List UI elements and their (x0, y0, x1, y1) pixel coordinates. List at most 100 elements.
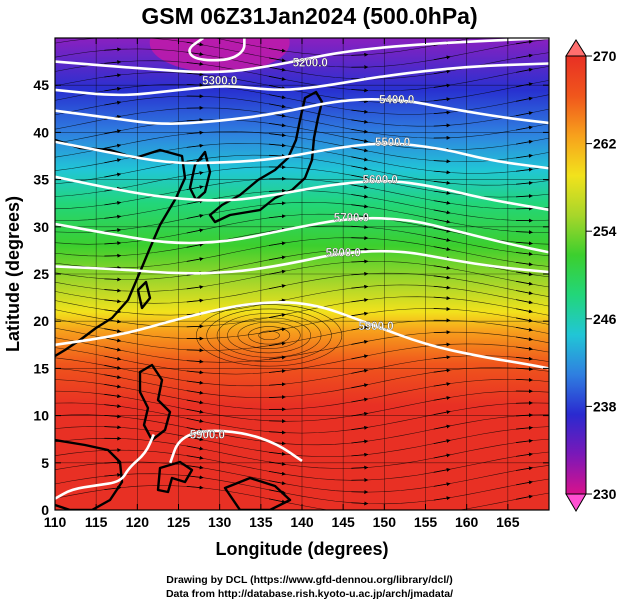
wind-arrow (104, 364, 122, 370)
wind-arrow (433, 296, 451, 301)
wind-arrow (268, 103, 286, 109)
contour-labels: 5200.0 5300.0 5400.0 5500.0 5600.0 5700.0 5800… (190, 57, 415, 441)
wind-arrow (351, 52, 369, 57)
wind-arrow (186, 380, 204, 385)
y-axis: 0 5 10 15 20 25 30 35 40 45 (33, 77, 549, 518)
wind-arrow (104, 472, 122, 477)
wind-arrow (433, 424, 451, 430)
wind-arrow (516, 39, 533, 45)
wind-arrow (186, 445, 204, 451)
wind-arrow (433, 227, 451, 233)
wind-arrow (516, 356, 533, 361)
y-tick-label: 30 (33, 219, 49, 235)
x-tick-label: 120 (126, 514, 150, 530)
wind-arrow (351, 88, 369, 93)
wind-arrow (104, 86, 122, 92)
wind-arrow (104, 393, 122, 399)
wind-arrow (433, 69, 451, 75)
y-tick-label: 25 (33, 266, 49, 282)
wind-arrow (104, 60, 122, 65)
coastline-borneo (55, 438, 124, 510)
contour-label: 5900.0 (359, 321, 394, 333)
x-tick-label: 160 (455, 514, 479, 530)
x-tick-label: 110 (44, 514, 67, 530)
wind-arrow (516, 346, 533, 351)
colorbar-min-triangle (565, 493, 587, 512)
wind-arrow (515, 308, 533, 314)
wind-arrow (515, 466, 533, 471)
wind-arrow (268, 284, 286, 290)
wind-arrow (433, 285, 451, 290)
wind-arrow (515, 53, 533, 59)
wind-arrow (104, 425, 122, 430)
anticyclone-streamline (227, 317, 311, 354)
wind-arrow (433, 342, 451, 347)
wind-arrow (433, 368, 451, 373)
wind-arrow (269, 395, 286, 400)
coastline-japan (208, 90, 324, 224)
wind-arrow (351, 465, 369, 470)
wind-arrow (516, 452, 533, 457)
anticyclone-streamline (216, 313, 322, 358)
wind-arrow (515, 480, 533, 486)
y-tick-label: 10 (33, 408, 49, 424)
wind-arrow (515, 280, 533, 286)
wind-arrow (516, 194, 533, 199)
wind-arrow (351, 383, 369, 389)
wind-arrow (433, 467, 451, 473)
anticyclone-streamline (237, 321, 301, 349)
wind-arrow (104, 337, 122, 343)
wind-arrow (268, 480, 286, 486)
x-axis-label: Longitude (degrees) (215, 539, 388, 559)
wind-arrow (433, 306, 451, 311)
wind-arrow (186, 370, 204, 375)
wind-arrow (351, 354, 369, 360)
wind-arrow (433, 396, 451, 401)
wind-arrow (104, 143, 122, 149)
wind-arrow (104, 374, 122, 380)
x-tick-label: 155 (414, 514, 438, 530)
colorbar-ticks: 230 238 246 254 262 270 (586, 48, 617, 502)
wind-arrow (516, 153, 533, 159)
y-tick-label: 40 (33, 124, 49, 140)
wind-arrow (433, 246, 451, 252)
wind-arrow (104, 100, 122, 106)
x-tick-label: 115 (85, 514, 108, 530)
wind-arrow (351, 397, 369, 403)
wind-arrow (515, 111, 533, 117)
colorbar-tick-label: 254 (593, 223, 617, 239)
wind-arrow (351, 128, 369, 134)
wind-arrow (433, 355, 451, 360)
wind-arrow (516, 425, 533, 430)
wind-arrow (351, 501, 369, 506)
wind-arrow (104, 214, 122, 219)
wind-arrow (104, 73, 122, 78)
wind-arrow (269, 369, 286, 374)
x-axis: 110 115 120 125 130 135 140 145 150 155 160 165 (44, 38, 520, 530)
colorbar-tick-label: 246 (593, 311, 617, 327)
wind-arrow (186, 348, 204, 353)
wind-arrow (351, 138, 369, 143)
wind-arrow (515, 125, 533, 131)
wind-arrow (351, 236, 369, 241)
height-contours (55, 38, 549, 500)
wind-arrow (186, 242, 204, 248)
contour-line-10 (55, 433, 155, 500)
wind-arrow (351, 119, 369, 124)
wind-arrow (351, 311, 369, 317)
wind-arrow (516, 181, 533, 186)
wind-arrow (351, 109, 369, 114)
contour-label: 5200.0 (293, 58, 328, 70)
wind-arrow (433, 265, 451, 270)
wind-arrow (433, 496, 451, 501)
wind-arrow (516, 336, 533, 342)
wind-arrow (351, 439, 369, 444)
contour-label: 5900.0 (190, 429, 225, 441)
wind-arrow (516, 251, 533, 256)
contour-line-4 (55, 175, 549, 212)
wind-arrow (516, 230, 533, 235)
wind-arrow (351, 214, 369, 219)
anticyclone-streamline (206, 308, 332, 363)
contour-label: 5800.0 (326, 247, 361, 259)
wind-arrow (351, 368, 369, 374)
